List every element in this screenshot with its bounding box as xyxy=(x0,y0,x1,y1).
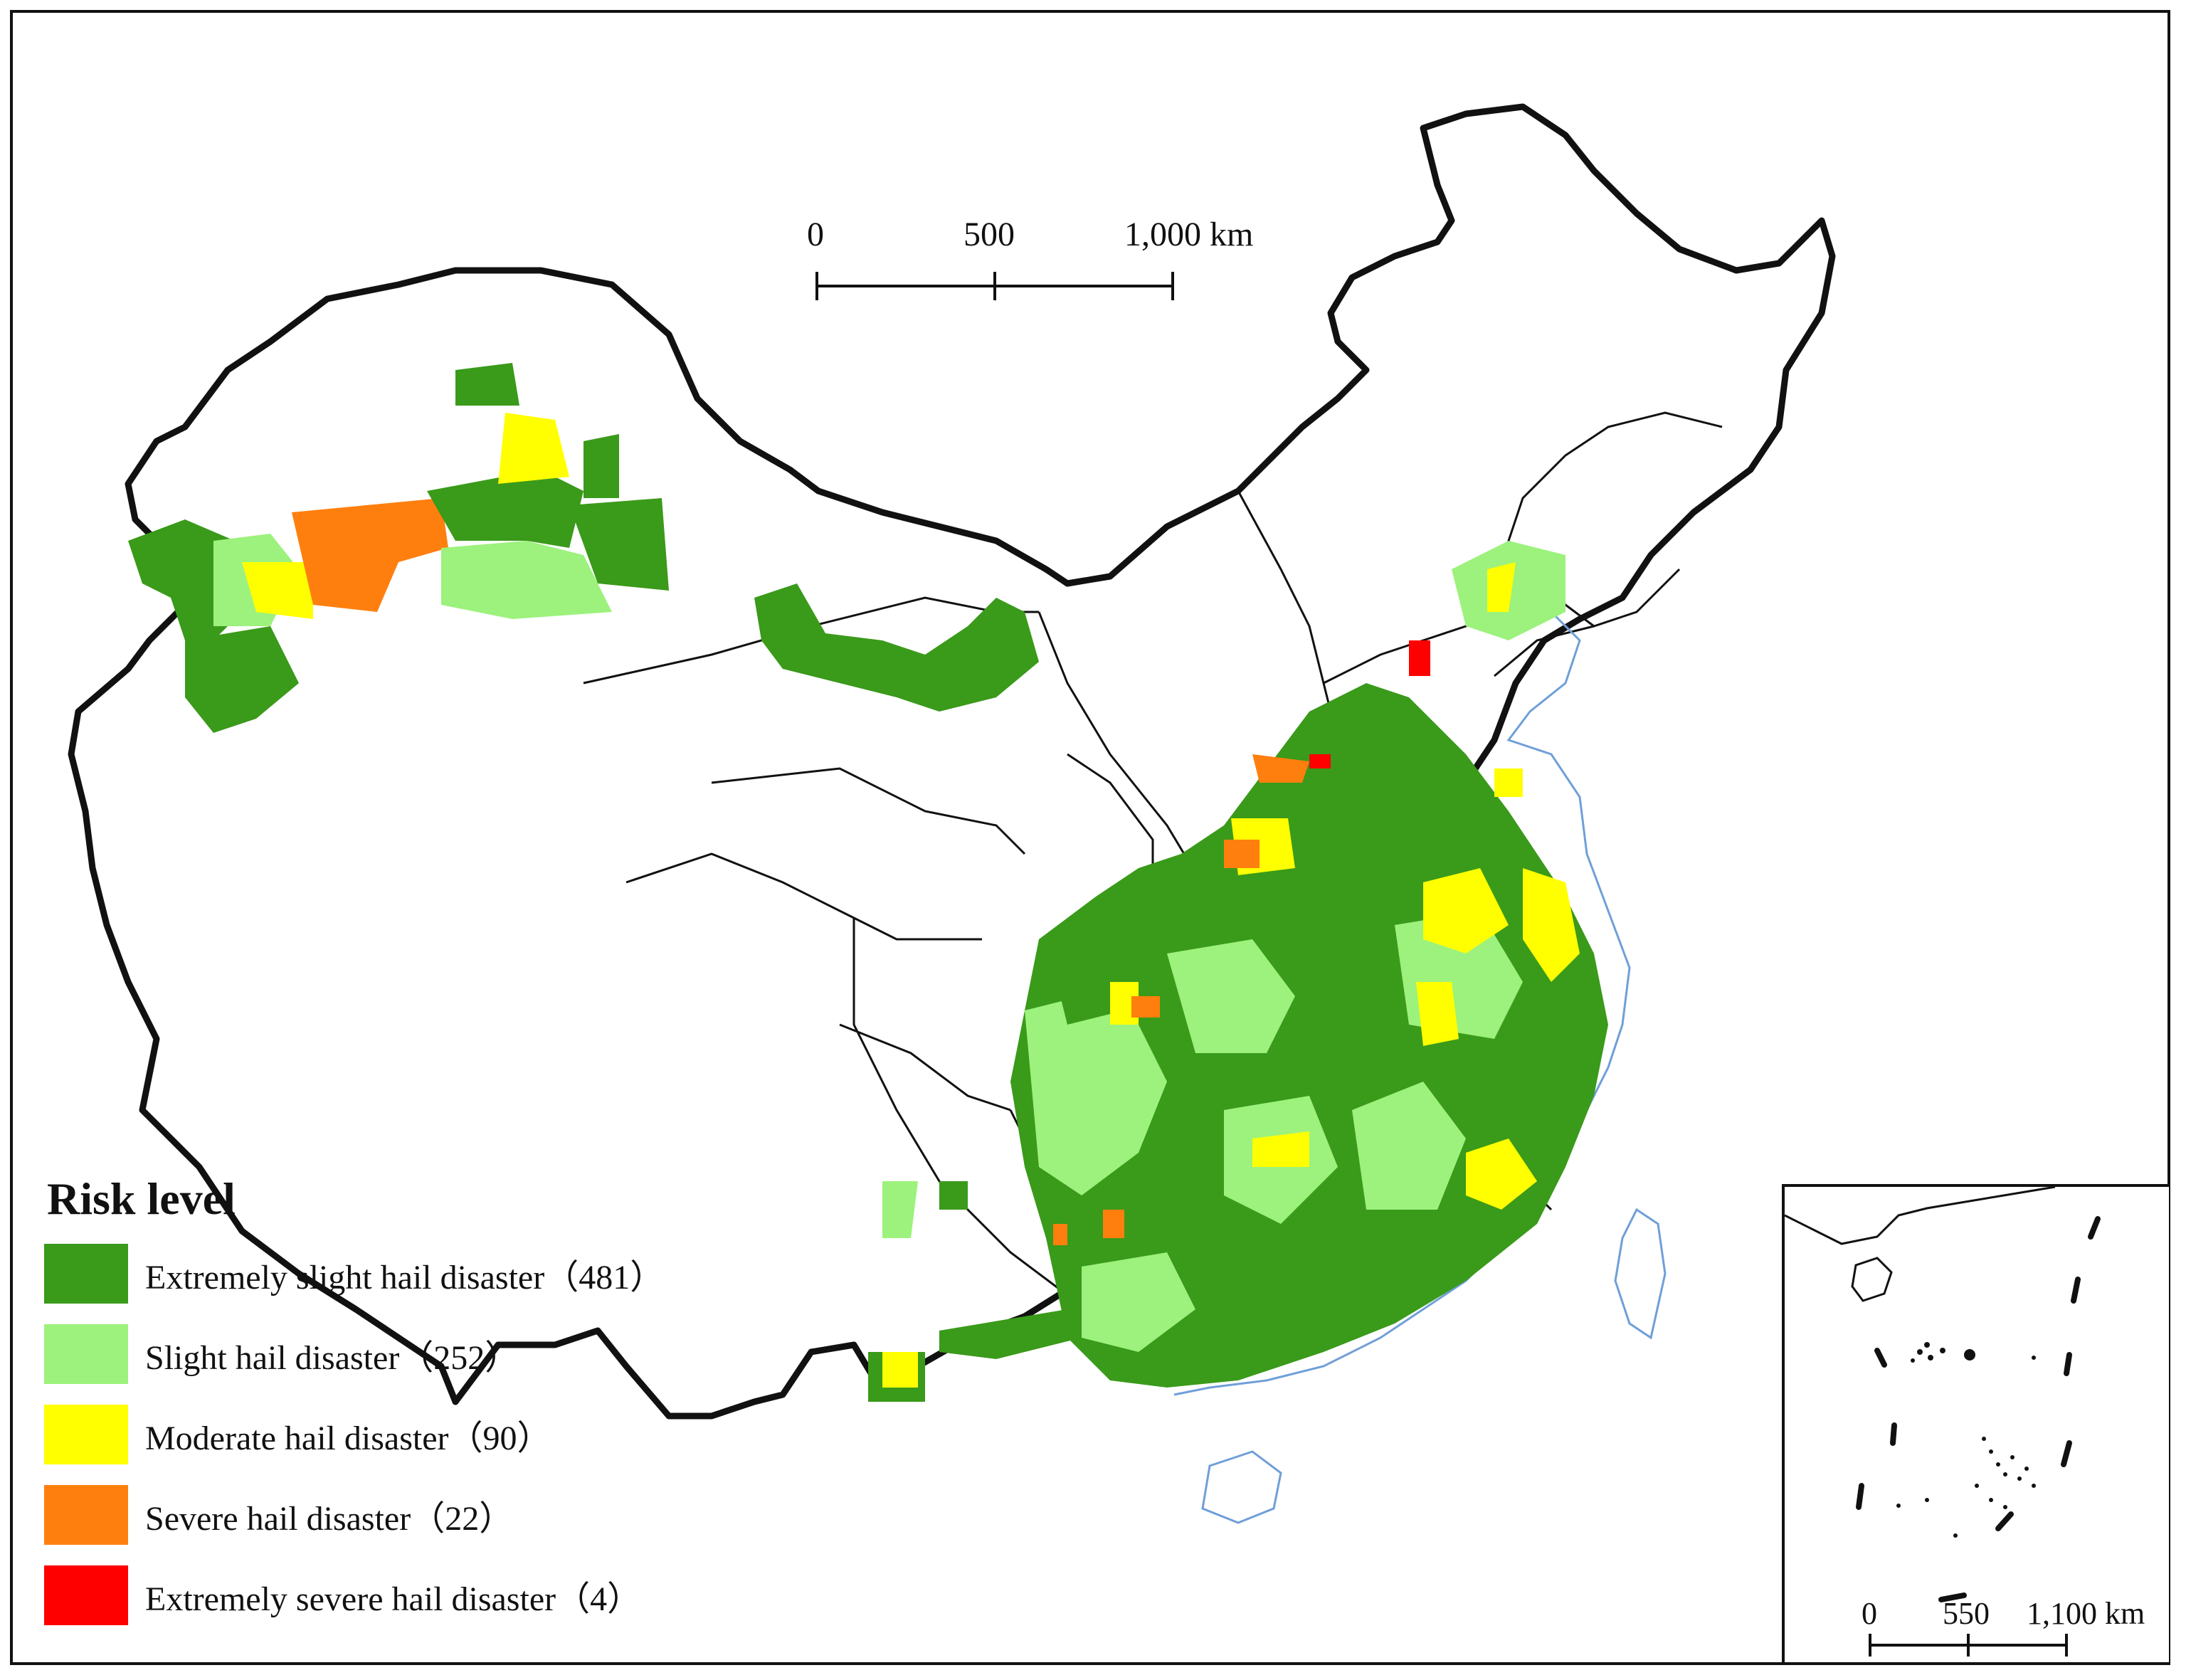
region-moderate xyxy=(1416,982,1459,1046)
region-severe xyxy=(1252,754,1309,783)
region-moderate xyxy=(242,562,313,619)
risk-regions-southwest xyxy=(868,1181,1082,1402)
hainan-island xyxy=(1201,1450,1282,1524)
region-slight xyxy=(1025,996,1167,1195)
risk-regions-east xyxy=(1010,541,1608,1388)
region-moderate xyxy=(1494,768,1523,797)
legend: Risk level Extremely slight hail disaste… xyxy=(44,1173,827,1646)
region-extremely-slight xyxy=(569,498,669,591)
region-slight xyxy=(1352,1082,1466,1210)
inset-scale-label-550: 550 xyxy=(1943,1596,1990,1631)
region-extremely-slight xyxy=(185,626,299,733)
region-slight xyxy=(1167,939,1295,1053)
region-moderate xyxy=(882,1352,918,1388)
legend-label: Slight hail disaster（252） xyxy=(145,1339,519,1377)
region-moderate xyxy=(1423,868,1509,953)
region-moderate xyxy=(1252,1131,1309,1167)
legend-swatch xyxy=(44,1485,128,1545)
legend-item-severe: Severe hail disaster（22） xyxy=(44,1485,827,1545)
legend-swatch xyxy=(44,1324,128,1384)
south-china-sea-inset: 0 550 1,100 km xyxy=(1782,1184,2169,1662)
region-extremely-slight xyxy=(1010,683,1608,1388)
legend-swatch xyxy=(44,1244,128,1304)
scale-label-500: 500 xyxy=(963,216,1015,253)
region-extremely-slight xyxy=(455,363,519,406)
inset-nine-dash-line xyxy=(1856,1216,2101,1602)
legend-item-extremely-severe: Extremely severe hail disaster（4） xyxy=(44,1565,827,1625)
risk-regions-north xyxy=(754,583,1039,712)
region-moderate xyxy=(1466,1139,1537,1210)
legend-item-slight: Slight hail disaster（252） xyxy=(44,1324,827,1384)
scale-label-1000: 1,000 km xyxy=(1124,216,1254,253)
region-moderate xyxy=(1487,562,1516,612)
legend-item-extremely-slight: Extremely slight hail disaster（481） xyxy=(44,1244,827,1304)
region-severe xyxy=(1131,996,1160,1018)
region-extremely-slight xyxy=(939,1181,968,1210)
region-extremely-severe xyxy=(1309,754,1331,768)
region-extremely-slight xyxy=(584,434,619,498)
region-extremely-slight xyxy=(939,1309,1082,1359)
legend-swatch xyxy=(44,1565,128,1625)
taiwan-island xyxy=(1614,1208,1667,1340)
inset-islands xyxy=(1896,1342,2036,1538)
region-moderate xyxy=(1523,868,1580,982)
coastline xyxy=(1173,611,1667,1524)
region-extremely-slight xyxy=(427,470,584,548)
legend-label: Extremely slight hail disaster（481） xyxy=(145,1259,665,1296)
region-extremely-slight xyxy=(754,583,1039,712)
legend-label: Moderate hail disaster（90） xyxy=(145,1420,551,1457)
region-extremely-slight xyxy=(1053,953,1124,1025)
inset-hainan xyxy=(1851,1257,1893,1302)
legend-label: Severe hail disaster（22） xyxy=(145,1500,514,1538)
region-slight xyxy=(441,541,612,619)
region-slight xyxy=(1082,1252,1195,1352)
region-severe xyxy=(1103,1210,1124,1238)
region-moderate xyxy=(498,413,569,484)
legend-item-moderate: Moderate hail disaster（90） xyxy=(44,1405,827,1464)
inset-scale-label-0: 0 xyxy=(1862,1596,1877,1631)
inset-coastline xyxy=(1785,1187,2056,1245)
region-severe xyxy=(1053,1224,1067,1245)
legend-swatch xyxy=(44,1405,128,1464)
legend-title: Risk level xyxy=(47,1173,236,1224)
region-slight xyxy=(882,1181,918,1238)
region-extremely-severe xyxy=(1409,640,1430,676)
scale-label-0: 0 xyxy=(807,216,824,253)
risk-regions-northwest xyxy=(128,363,669,733)
inset-scale-label-1100: 1,100 km xyxy=(2027,1596,2145,1631)
inset-map xyxy=(1785,1187,2101,1657)
region-severe xyxy=(1224,840,1260,868)
legend-label: Extremely severe hail disaster（4） xyxy=(145,1580,642,1618)
scale-bar xyxy=(815,272,1174,300)
region-severe xyxy=(292,498,448,612)
